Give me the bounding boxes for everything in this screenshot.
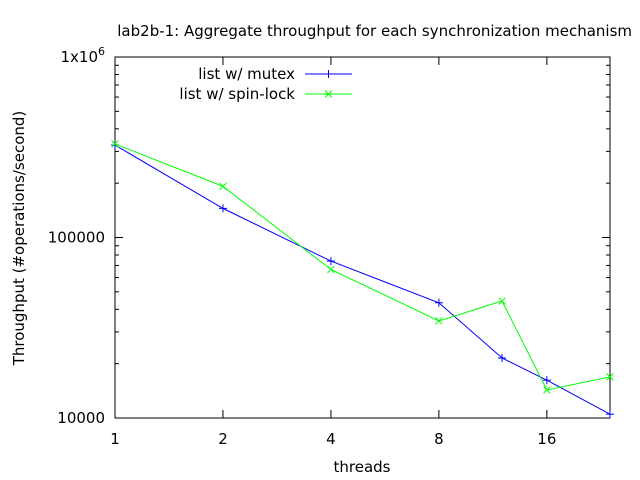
data-point	[543, 386, 551, 394]
x-tick-label: 16	[537, 430, 556, 448]
axis-tick-labels: 1 2 4 8 16 10000 100000 1x106	[48, 45, 557, 448]
x-tick-label: 2	[218, 430, 228, 448]
series-line	[114, 143, 611, 391]
legend-marker	[324, 90, 333, 98]
y-tick-label: 1x106	[60, 45, 105, 66]
x-tick-label: 4	[326, 430, 336, 448]
legend-marker	[324, 70, 333, 78]
data-point	[498, 297, 506, 305]
y-tick-label: 100000	[48, 229, 105, 247]
x-axis-label: threads	[334, 458, 391, 476]
series-2	[111, 140, 614, 394]
y-tick-label: 10000	[57, 409, 105, 427]
chart-title: lab2b-1: Aggregate throughput for each s…	[117, 22, 632, 40]
data-point	[219, 182, 227, 191]
data-point	[606, 410, 614, 419]
y-axis-label: Throughput (#operations/second)	[10, 111, 28, 367]
legend-label: list w/ mutex	[198, 65, 295, 83]
data-point	[326, 257, 335, 266]
series-1	[111, 141, 614, 419]
data-point	[111, 140, 119, 148]
series-layer	[111, 140, 614, 419]
data-point	[434, 298, 443, 307]
data-point	[606, 373, 614, 381]
legend-item: list w/ spin-lock	[179, 85, 352, 103]
plot-frame	[114, 56, 611, 419]
x-tick-label: 8	[434, 430, 444, 448]
series-line	[114, 144, 611, 415]
data-point	[218, 204, 227, 213]
legend: list w/ mutex list w/ spin-lock	[179, 65, 352, 103]
legend-label: list w/ spin-lock	[179, 85, 295, 103]
data-point	[542, 376, 551, 385]
axis-ticks	[114, 56, 610, 419]
data-point	[435, 317, 443, 325]
x-tick-label: 1	[110, 430, 120, 448]
data-point	[327, 265, 335, 274]
legend-item: list w/ mutex	[198, 65, 352, 83]
data-point	[498, 353, 507, 362]
